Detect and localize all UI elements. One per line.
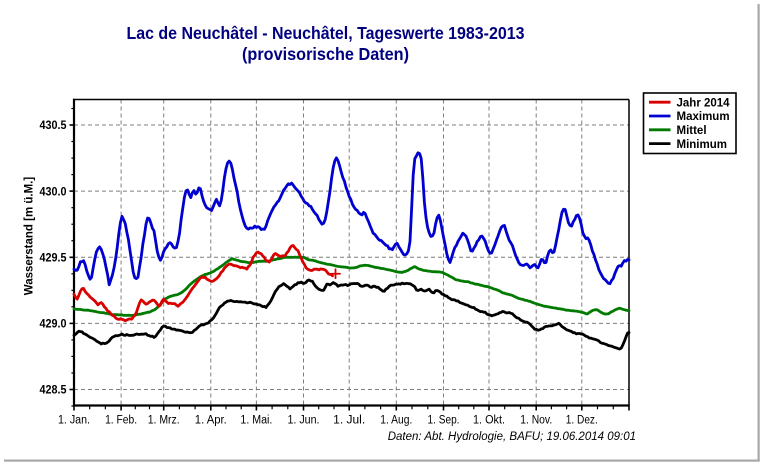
- svg-text:1. Okt.: 1. Okt.: [473, 414, 505, 426]
- svg-text:430.5: 430.5: [40, 120, 68, 132]
- svg-text:(provisorische Daten): (provisorische Daten): [242, 44, 409, 64]
- svg-text:1. Feb.: 1. Feb.: [105, 414, 137, 426]
- svg-text:1. Mrz.: 1. Mrz.: [148, 414, 180, 426]
- svg-text:429.5: 429.5: [40, 253, 68, 265]
- svg-text:Daten: Abt. Hydrologie, BAFU;: Daten: Abt. Hydrologie, BAFU; 19.06.2014…: [388, 431, 636, 443]
- svg-text:1. Jul.: 1. Jul.: [333, 414, 365, 426]
- svg-text:1. Sep.: 1. Sep.: [428, 414, 460, 426]
- svg-text:1. Dez.: 1. Dez.: [566, 414, 598, 426]
- svg-text:Lac de Neuchâtel - Neuchâtel,: Lac de Neuchâtel - Neuchâtel, Tageswerte…: [127, 23, 525, 43]
- svg-text:Jahr 2014: Jahr 2014: [677, 97, 731, 109]
- svg-text:1. Nov.: 1. Nov.: [520, 414, 552, 426]
- svg-text:Maximum: Maximum: [677, 111, 730, 123]
- svg-text:1. Mai.: 1. Mai.: [240, 414, 272, 426]
- svg-text:428.5: 428.5: [40, 385, 68, 397]
- svg-text:Minimum: Minimum: [677, 139, 727, 151]
- svg-text:430.0: 430.0: [40, 186, 67, 198]
- svg-text:1. Apr.: 1. Apr.: [195, 414, 227, 426]
- svg-text:429.0: 429.0: [40, 319, 67, 331]
- svg-text:1. Aug.: 1. Aug.: [380, 414, 412, 426]
- svg-text:1. Jun.: 1. Jun.: [288, 414, 320, 426]
- svg-text:1. Jan.: 1. Jan.: [58, 414, 90, 426]
- svg-text:Wasserstand [m ü.M.]: Wasserstand [m ü.M.]: [24, 177, 36, 296]
- svg-text:Mittel: Mittel: [677, 125, 707, 137]
